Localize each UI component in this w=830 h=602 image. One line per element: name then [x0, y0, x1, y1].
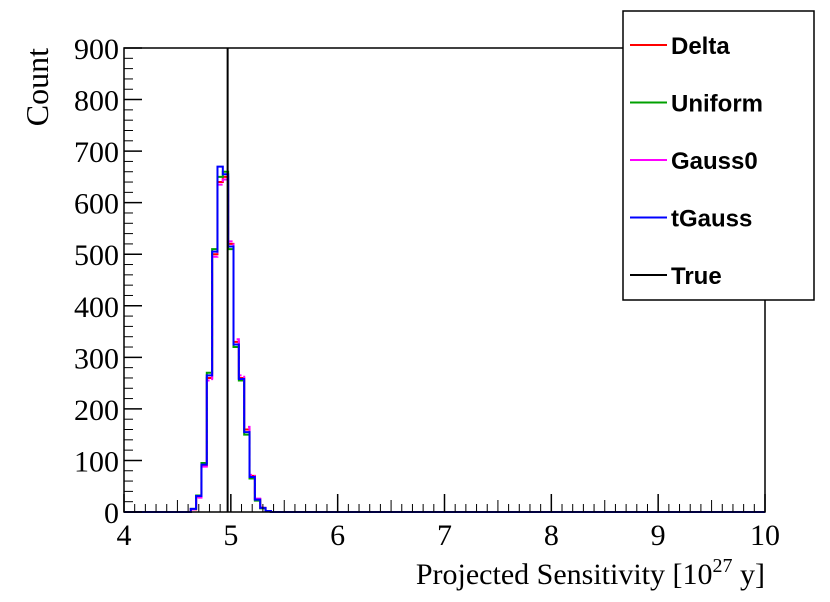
x-axis-label-exponent: 27 [713, 555, 733, 577]
x-tick-label: 4 [117, 519, 132, 552]
legend-label-uniform: Uniform [671, 91, 763, 118]
y-tick-label: 0 [104, 497, 119, 530]
series-tgauss-line [124, 165, 765, 513]
x-tick-label: 9 [651, 519, 666, 552]
x-axis-label-tail: y] [733, 558, 766, 591]
y-axis-label: Count [19, 48, 55, 126]
y-tick-label: 800 [74, 85, 119, 118]
x-axis-label-main: Projected Sensitivity [10 [416, 558, 713, 591]
legend-label-tgauss: tGauss [671, 206, 752, 233]
y-axis: 0 100 200 300 400 500 600 700 800 900 [74, 33, 142, 530]
y-tick-label: 300 [74, 342, 119, 375]
x-tick-label: 7 [437, 519, 452, 552]
legend-label-gauss0: Gauss0 [671, 148, 758, 175]
y-tick-label: 100 [74, 445, 119, 478]
y-tick-label: 400 [74, 291, 119, 324]
legend-label-true: True [671, 263, 722, 290]
y-tick-label: 500 [74, 239, 119, 272]
legend-label-delta: Delta [671, 33, 730, 60]
y-tick-label: 900 [74, 33, 119, 66]
x-axis: 4 5 6 7 8 9 10 [117, 494, 780, 552]
x-tick-label: 5 [223, 519, 238, 552]
y-tick-label: 700 [74, 136, 119, 169]
y-tick-label: 200 [74, 394, 119, 427]
series-layer [124, 165, 765, 513]
x-axis-label: Projected Sensitivity [1027 y] [416, 555, 765, 591]
x-tick-label: 10 [750, 519, 780, 552]
x-tick-label: 8 [544, 519, 559, 552]
legend: Delta Uniform Gauss0 tGauss True [622, 10, 815, 301]
x-tick-label: 6 [330, 519, 345, 552]
legend-box [622, 10, 815, 301]
y-tick-label: 600 [74, 188, 119, 221]
